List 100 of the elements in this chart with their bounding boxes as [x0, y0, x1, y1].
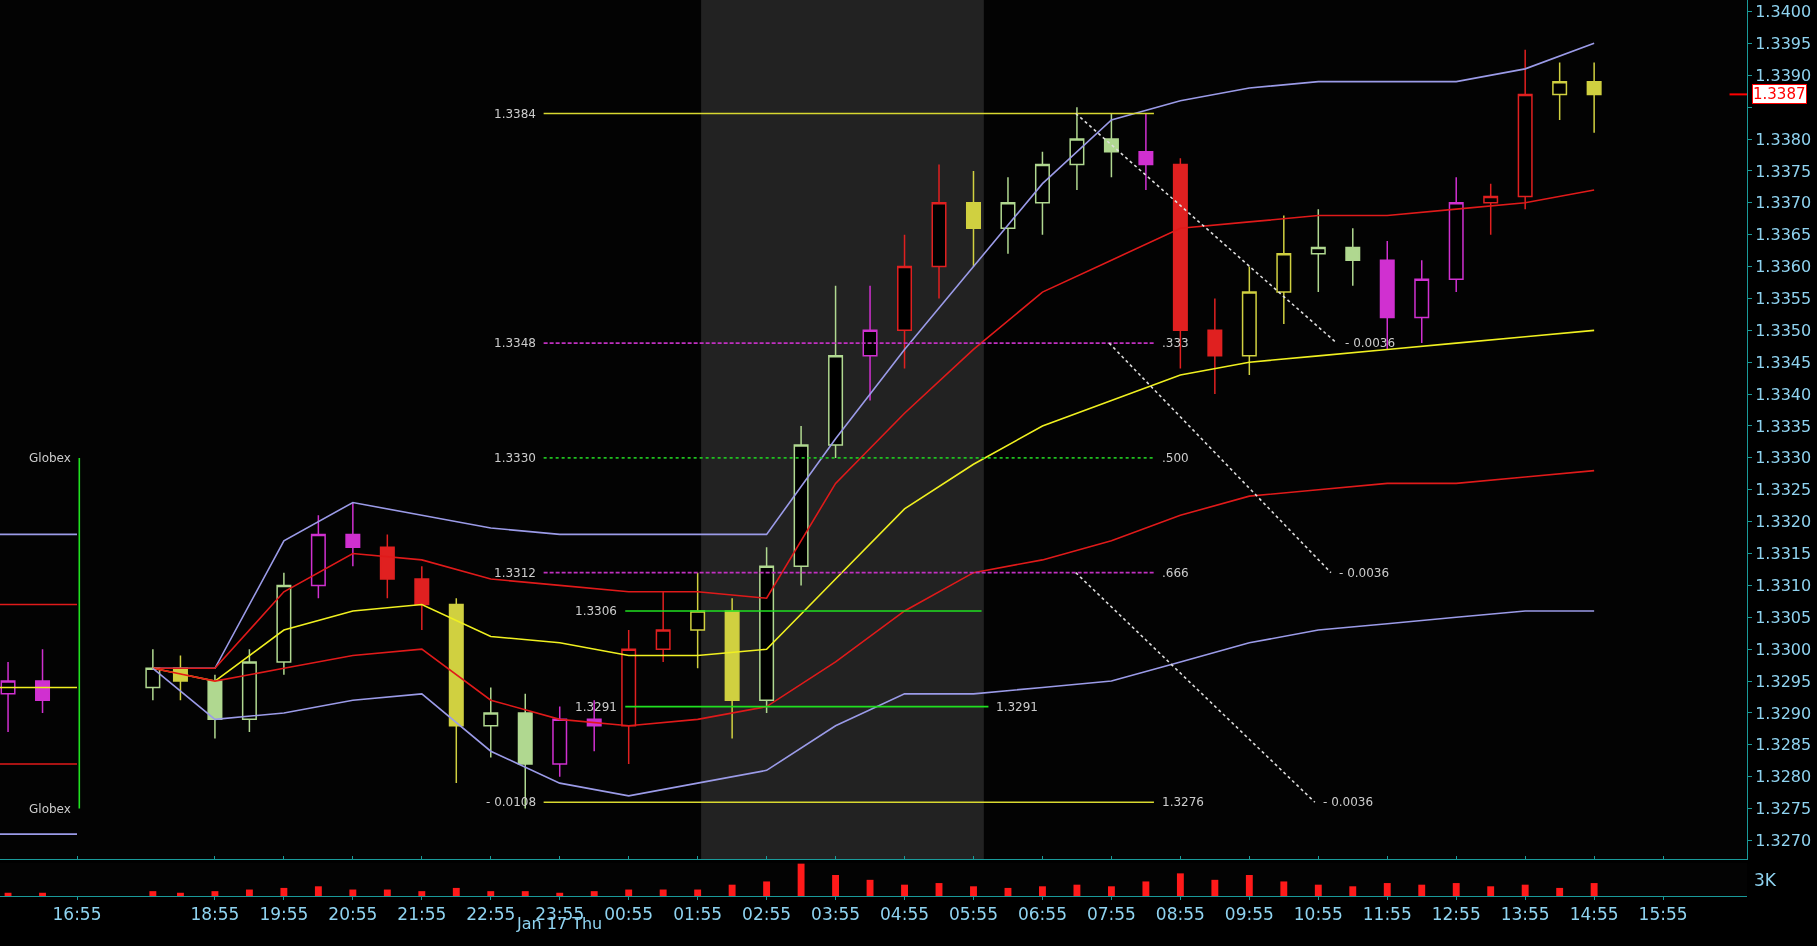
bar [314, 886, 322, 896]
candlestick [1069, 106, 1085, 191]
x-tick-label: 05:55 [948, 904, 998, 925]
y-tick-label: 1.3310 [1755, 576, 1812, 596]
candlestick [931, 163, 947, 300]
candlestick [759, 546, 775, 714]
x-tick-label: 20:55 [328, 904, 378, 925]
bar [970, 886, 977, 896]
candlestick [828, 284, 844, 459]
bar [763, 881, 771, 896]
y-tick-label: 1.3390 [1755, 65, 1812, 85]
annotation: - 0.0036 [1339, 566, 1390, 580]
annotation: 1.3330 [494, 451, 536, 465]
ref-line-label: 1.3387 [1753, 85, 1806, 103]
candlestick [1276, 214, 1292, 325]
bar [1383, 883, 1391, 896]
bar [1452, 883, 1460, 896]
x-tick-label: 00:55 [604, 904, 654, 925]
y-tick-label: 1.3305 [1755, 607, 1812, 627]
candlestick [207, 673, 223, 740]
x-tick-label: 12:55 [1431, 904, 1481, 925]
bar [866, 879, 874, 896]
bar [694, 889, 702, 896]
annotation: .666 [1162, 566, 1189, 580]
x-tick-label: 15:55 [1638, 904, 1688, 925]
x-tick-label: 14:55 [1569, 904, 1619, 925]
annotation: 1.3291 [996, 700, 1038, 714]
candlestick [414, 565, 430, 631]
bar [383, 889, 391, 896]
bar [245, 889, 253, 896]
y-tick-label: 1.3340 [1755, 384, 1812, 404]
bar [1314, 884, 1322, 896]
candlestick [724, 597, 740, 740]
candlestick [965, 170, 981, 268]
x-tick-label: 04:55 [880, 904, 930, 925]
bar [1349, 886, 1357, 896]
annotation: .500 [1162, 451, 1189, 465]
bar [418, 891, 426, 896]
x-tick-label: 10:55 [1293, 904, 1343, 925]
y-tick-label: 1.3380 [1755, 129, 1812, 149]
y-tick-label: 1.3300 [1755, 639, 1812, 659]
y-tick-label: 1.3345 [1755, 352, 1812, 372]
y-tick-label: 1.3315 [1755, 544, 1812, 564]
annotation: 1.3312 [494, 566, 536, 580]
y-tick-label: 1.3320 [1755, 512, 1812, 532]
y-tick-label: 1.3285 [1755, 735, 1812, 755]
bar [1107, 886, 1115, 896]
bar [521, 891, 529, 896]
bar [1418, 884, 1426, 896]
bar [280, 887, 288, 896]
candlestick [1207, 297, 1223, 395]
candlestick [241, 648, 257, 733]
bar [1073, 884, 1081, 896]
bar [728, 884, 736, 896]
candlestick [1310, 208, 1326, 293]
candlestick [448, 597, 464, 784]
x-tick-label: 18:55 [190, 904, 240, 925]
bar [349, 889, 357, 896]
annotation: Globex [29, 451, 71, 465]
candlestick [1552, 61, 1568, 121]
bar [832, 874, 840, 896]
y-tick-label: 1.3280 [1755, 767, 1812, 787]
annotation: 1.3384 [494, 107, 536, 121]
y-tick-label: 1.3295 [1755, 671, 1812, 691]
y-tick-label: 1.3355 [1755, 289, 1812, 309]
x-tick-label: 19:55 [259, 904, 309, 925]
bar [452, 887, 460, 896]
annotation: 1.3276 [1162, 795, 1204, 809]
y-tick-label: 1.3325 [1755, 480, 1812, 500]
x-tick-label: 11:55 [1362, 904, 1412, 925]
candlestick [345, 501, 361, 568]
candlestick [1241, 265, 1257, 376]
bar [1487, 886, 1495, 896]
y-tick-label: 1.3365 [1755, 225, 1812, 245]
bar [797, 863, 805, 896]
candlestick [1000, 176, 1016, 255]
y-tick-label: 1.3275 [1755, 799, 1812, 819]
candlestick [897, 233, 913, 370]
y-tick-label: 1.3400 [1755, 2, 1812, 22]
annotation: 1.3306 [575, 604, 617, 618]
bar [1556, 887, 1564, 896]
candlestick [379, 533, 395, 599]
x-tick-label: 02:55 [742, 904, 792, 925]
candlestick [483, 686, 499, 759]
bar [1245, 874, 1253, 896]
y-tick-label: 1.3330 [1755, 448, 1812, 468]
candlestick [1414, 259, 1430, 344]
x-tick-label: 22:55 [466, 904, 516, 925]
y-tick-label: 1.3290 [1755, 703, 1812, 723]
bar [487, 891, 495, 896]
bar [590, 891, 598, 896]
candlestick [1345, 227, 1361, 287]
bar [556, 892, 564, 896]
bar [1039, 886, 1046, 896]
candlestick [655, 591, 671, 663]
x-tick-label: 09:55 [1224, 904, 1274, 925]
y-tick-label: 1.3270 [1755, 831, 1812, 851]
candlestick [1448, 176, 1464, 293]
bar [1590, 883, 1598, 896]
x-tick-label: 16:55 [52, 904, 102, 925]
